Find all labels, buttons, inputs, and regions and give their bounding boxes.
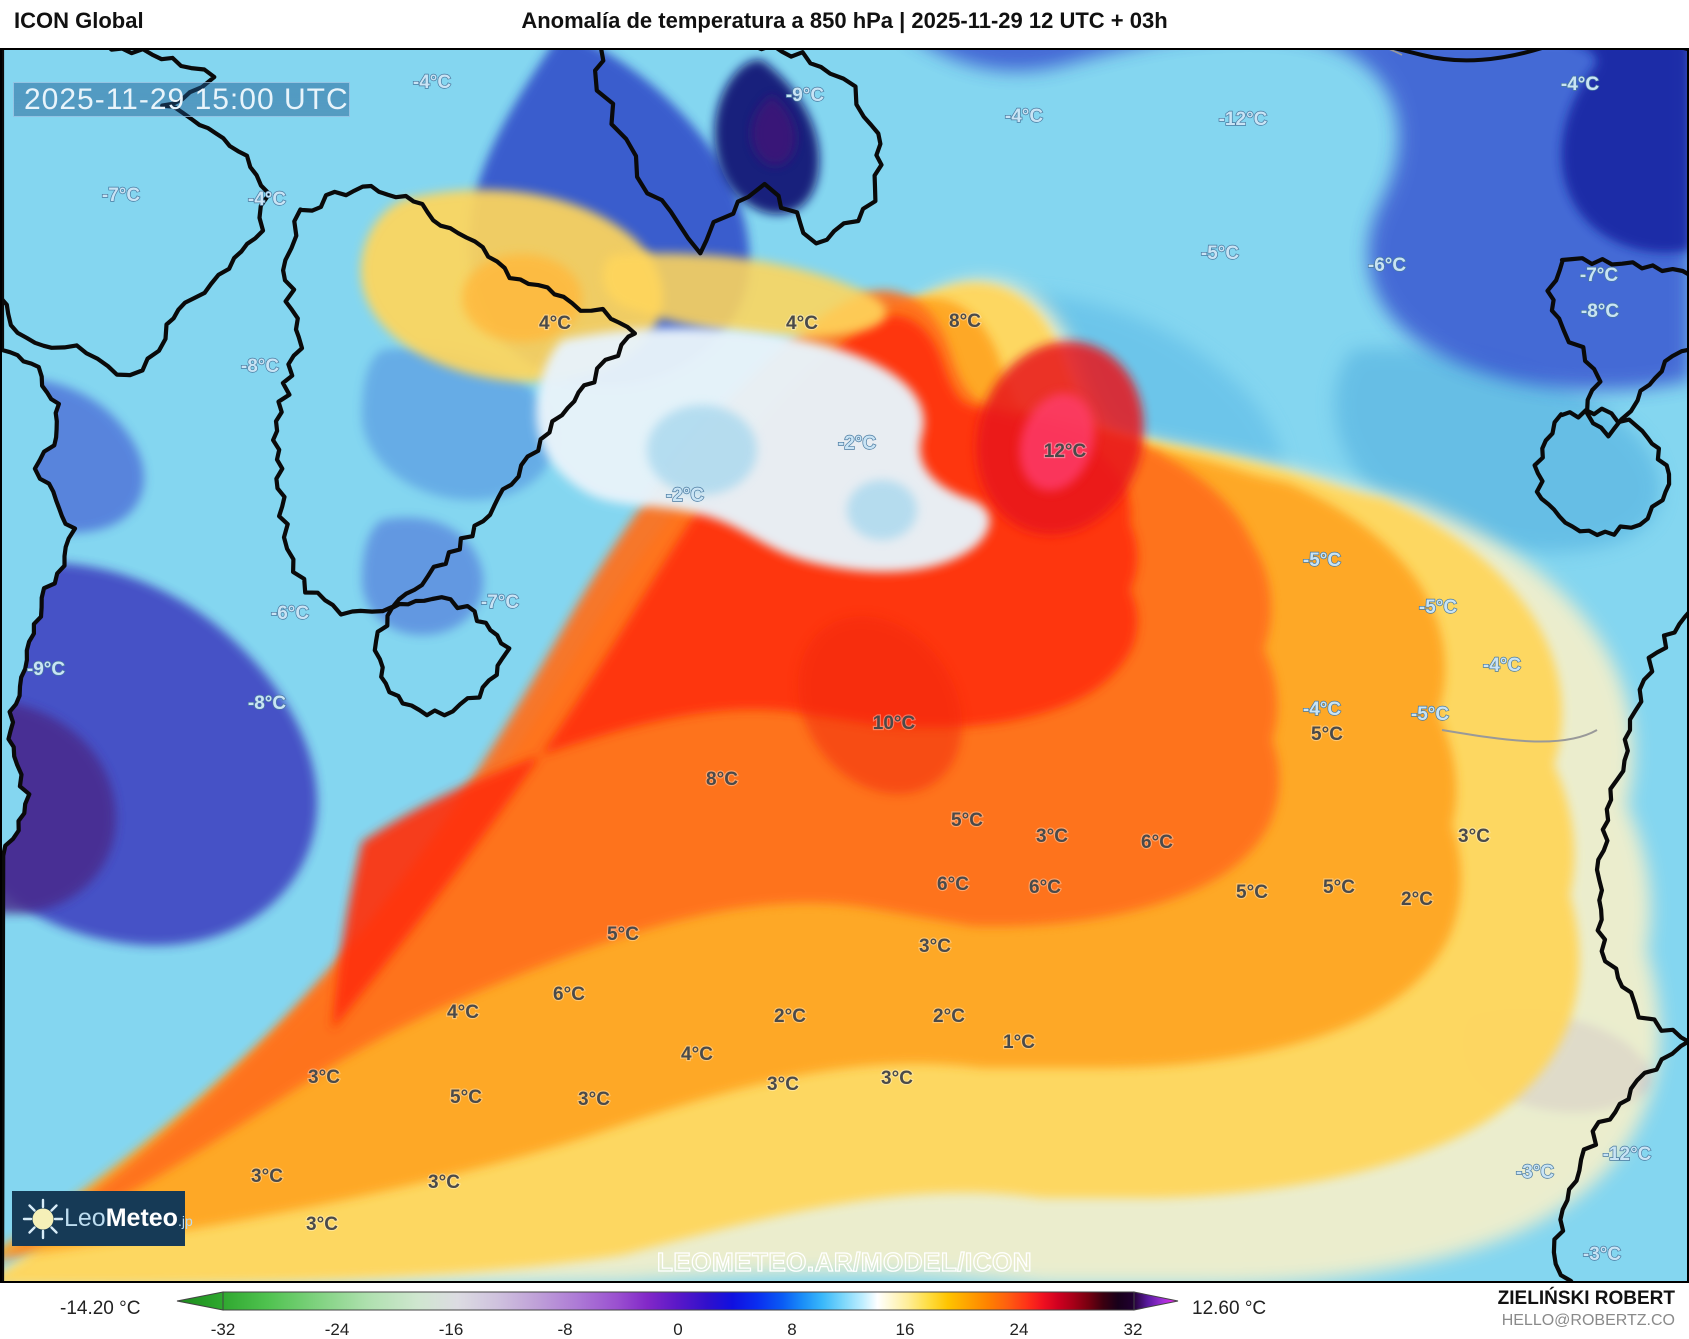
svg-text:3°C: 3°C <box>767 1074 799 1095</box>
svg-text:4°C: 4°C <box>539 313 571 334</box>
svg-text:2°C: 2°C <box>774 1006 806 1027</box>
svg-text:-4°C: -4°C <box>413 72 451 93</box>
svg-text:10°C: 10°C <box>873 713 916 734</box>
svg-text:-2°C: -2°C <box>666 485 704 506</box>
svg-text:-2°C: -2°C <box>838 433 876 454</box>
svg-text:-8°C: -8°C <box>248 693 286 714</box>
svg-text:-9°C: -9°C <box>786 85 824 106</box>
svg-text:3°C: 3°C <box>1458 826 1490 847</box>
svg-text:-7°C: -7°C <box>481 592 519 613</box>
svg-text:-5°C: -5°C <box>1303 550 1341 571</box>
svg-text:3°C: 3°C <box>308 1067 340 1088</box>
svg-text:2°C: 2°C <box>1401 889 1433 910</box>
svg-text:-5°C: -5°C <box>1201 243 1239 264</box>
svg-text:-8°C: -8°C <box>1581 301 1619 322</box>
svg-text:-4°C: -4°C <box>1005 106 1043 127</box>
svg-text:3°C: 3°C <box>306 1214 338 1235</box>
svg-text:5°C: 5°C <box>1311 724 1343 745</box>
svg-text:1°C: 1°C <box>1003 1032 1035 1053</box>
svg-text:-4°C: -4°C <box>1483 655 1521 676</box>
svg-text:4°C: 4°C <box>681 1044 713 1065</box>
svg-text:-6°C: -6°C <box>1368 255 1406 276</box>
svg-text:5°C: 5°C <box>1323 877 1355 898</box>
svg-text:-6°C: -6°C <box>271 603 309 624</box>
svg-text:6°C: 6°C <box>553 984 585 1005</box>
svg-text:3°C: 3°C <box>881 1068 913 1089</box>
svg-text:6°C: 6°C <box>937 874 969 895</box>
svg-text:5°C: 5°C <box>450 1087 482 1108</box>
svg-text:-7°C: -7°C <box>1580 265 1618 286</box>
svg-text:5°C: 5°C <box>1236 882 1268 903</box>
svg-text:-4°C: -4°C <box>1303 699 1341 720</box>
svg-text:-8°C: -8°C <box>241 356 279 377</box>
svg-text:-5°C: -5°C <box>1411 704 1449 725</box>
svg-text:4°C: 4°C <box>786 313 818 334</box>
svg-text:-9°C: -9°C <box>27 659 65 680</box>
svg-text:8°C: 8°C <box>949 311 981 332</box>
svg-text:3°C: 3°C <box>428 1172 460 1193</box>
svg-text:2°C: 2°C <box>933 1006 965 1027</box>
svg-text:12°C: 12°C <box>1044 441 1087 462</box>
svg-text:-4°C: -4°C <box>1561 74 1599 95</box>
svg-text:-4°C: -4°C <box>248 189 286 210</box>
svg-text:8°C: 8°C <box>706 769 738 790</box>
svg-text:6°C: 6°C <box>1029 877 1061 898</box>
svg-text:5°C: 5°C <box>951 810 983 831</box>
svg-text:-12°C: -12°C <box>1219 109 1268 130</box>
svg-text:6°C: 6°C <box>1141 832 1173 853</box>
svg-text:-3°C: -3°C <box>1516 1162 1554 1183</box>
svg-text:-5°C: -5°C <box>1419 597 1457 618</box>
svg-text:3°C: 3°C <box>1036 826 1068 847</box>
svg-text:3°C: 3°C <box>251 1166 283 1187</box>
svg-text:-7°C: -7°C <box>102 185 140 206</box>
svg-text:4°C: 4°C <box>447 1002 479 1023</box>
svg-text:5°C: 5°C <box>607 924 639 945</box>
svg-text:-12°C: -12°C <box>1603 1144 1652 1165</box>
svg-text:3°C: 3°C <box>919 936 951 957</box>
svg-text:3°C: 3°C <box>578 1089 610 1110</box>
